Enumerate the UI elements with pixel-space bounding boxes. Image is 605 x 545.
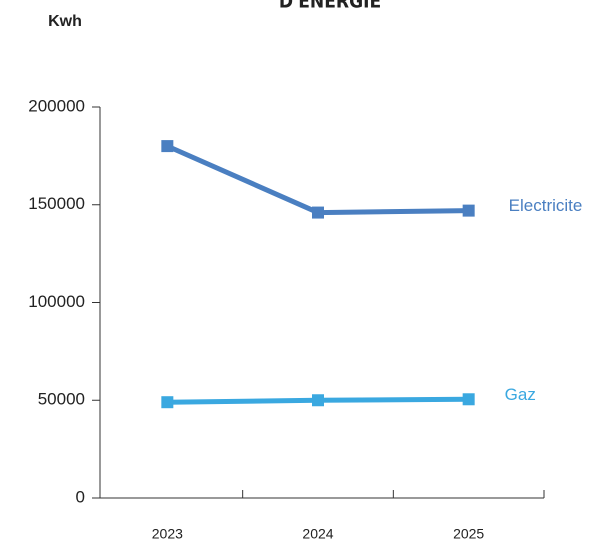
series-line: [166, 143, 469, 216]
x-tick-label: 2025: [453, 526, 484, 542]
x-tick-label: 2024: [302, 526, 333, 542]
y-tick-label: 200000: [28, 96, 85, 115]
series-label: Electricite: [509, 196, 583, 215]
series-label: Gaz: [505, 385, 536, 404]
y-tick-label: 50000: [38, 390, 85, 409]
point-marker: [312, 206, 324, 219]
point-marker: [161, 396, 174, 409]
y-tick-label: 0: [76, 487, 85, 506]
y-tick-label: 150000: [28, 194, 85, 213]
y-tick-label: 100000: [28, 292, 85, 311]
y-axis-label: Kwh: [48, 13, 82, 30]
point-marker: [462, 204, 475, 217]
point-marker: [312, 394, 324, 407]
chart-title: D'ENERGIE: [279, 0, 381, 13]
point-marker: [161, 140, 174, 153]
x-tick-label: 2023: [152, 526, 183, 542]
point-marker: [462, 393, 475, 406]
